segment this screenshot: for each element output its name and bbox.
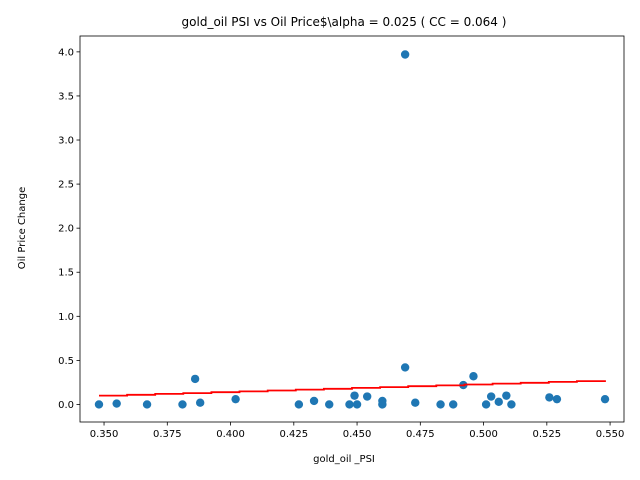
y-tick-label: 2.5 — [58, 180, 74, 191]
x-tick-label: 0.350 — [90, 429, 119, 440]
data-point — [362, 392, 372, 401]
x-axis: 0.350 0.375 0.400 0.425 0.450 0.475 0.500 0.525… — [90, 422, 625, 440]
y-tick-label: 3.5 — [58, 91, 74, 102]
x-tick-label: 0.525 — [533, 429, 562, 440]
plot-area — [94, 50, 610, 409]
data-point — [345, 400, 354, 409]
data-point — [469, 372, 478, 381]
x-axis-label: gold_oil _PSI — [313, 454, 375, 465]
regression-line — [99, 380, 606, 397]
data-point — [294, 400, 304, 409]
data-point — [486, 392, 496, 401]
x-tick-label: 0.375 — [153, 429, 182, 440]
x-tick-label: 0.500 — [469, 429, 498, 440]
data-point — [436, 400, 445, 409]
data-point — [190, 374, 200, 384]
x-tick-label: 0.425 — [279, 429, 308, 440]
y-tick-label: 4.0 — [58, 47, 74, 58]
data-point — [325, 400, 334, 409]
data-point — [507, 400, 516, 409]
x-tick-label: 0.550 — [596, 429, 625, 440]
x-tick-label: 0.475 — [406, 429, 435, 440]
y-axis: 0.0 0.5 1.0 1.5 2.0 2.5 3.0 3.5 4.0 — [58, 47, 80, 411]
chart-title: gold_oil PSI vs Oil Price$\alpha = 0.025… — [182, 15, 507, 29]
plot-frame — [79, 35, 625, 423]
data-point — [231, 394, 240, 404]
data-point — [94, 400, 104, 409]
data-point — [545, 393, 554, 402]
data-point — [352, 400, 362, 409]
data-point — [481, 400, 491, 409]
data-point — [350, 391, 359, 400]
data-point — [309, 396, 319, 406]
y-tick-label: 1.0 — [58, 312, 74, 323]
x-tick-label: 0.450 — [343, 429, 372, 440]
data-point — [112, 399, 121, 408]
data-point — [552, 394, 562, 404]
data-point — [142, 400, 152, 409]
data-point — [494, 397, 503, 407]
data-point — [178, 400, 187, 409]
data-point — [400, 50, 410, 59]
data-point — [600, 394, 610, 404]
data-point — [378, 396, 387, 406]
y-tick-label: 0.5 — [58, 356, 74, 367]
y-tick-label: 2.0 — [58, 224, 74, 235]
y-tick-label: 1.5 — [58, 268, 74, 279]
data-point — [195, 398, 205, 407]
data-point — [411, 398, 420, 407]
x-tick-label: 0.400 — [216, 429, 245, 440]
data-point — [502, 391, 511, 400]
data-point — [400, 363, 410, 372]
y-tick-label: 3.0 — [58, 136, 74, 147]
y-axis-label: Oil Price Change — [17, 187, 28, 269]
data-point — [449, 400, 458, 409]
y-tick-label: 0.0 — [58, 400, 74, 411]
